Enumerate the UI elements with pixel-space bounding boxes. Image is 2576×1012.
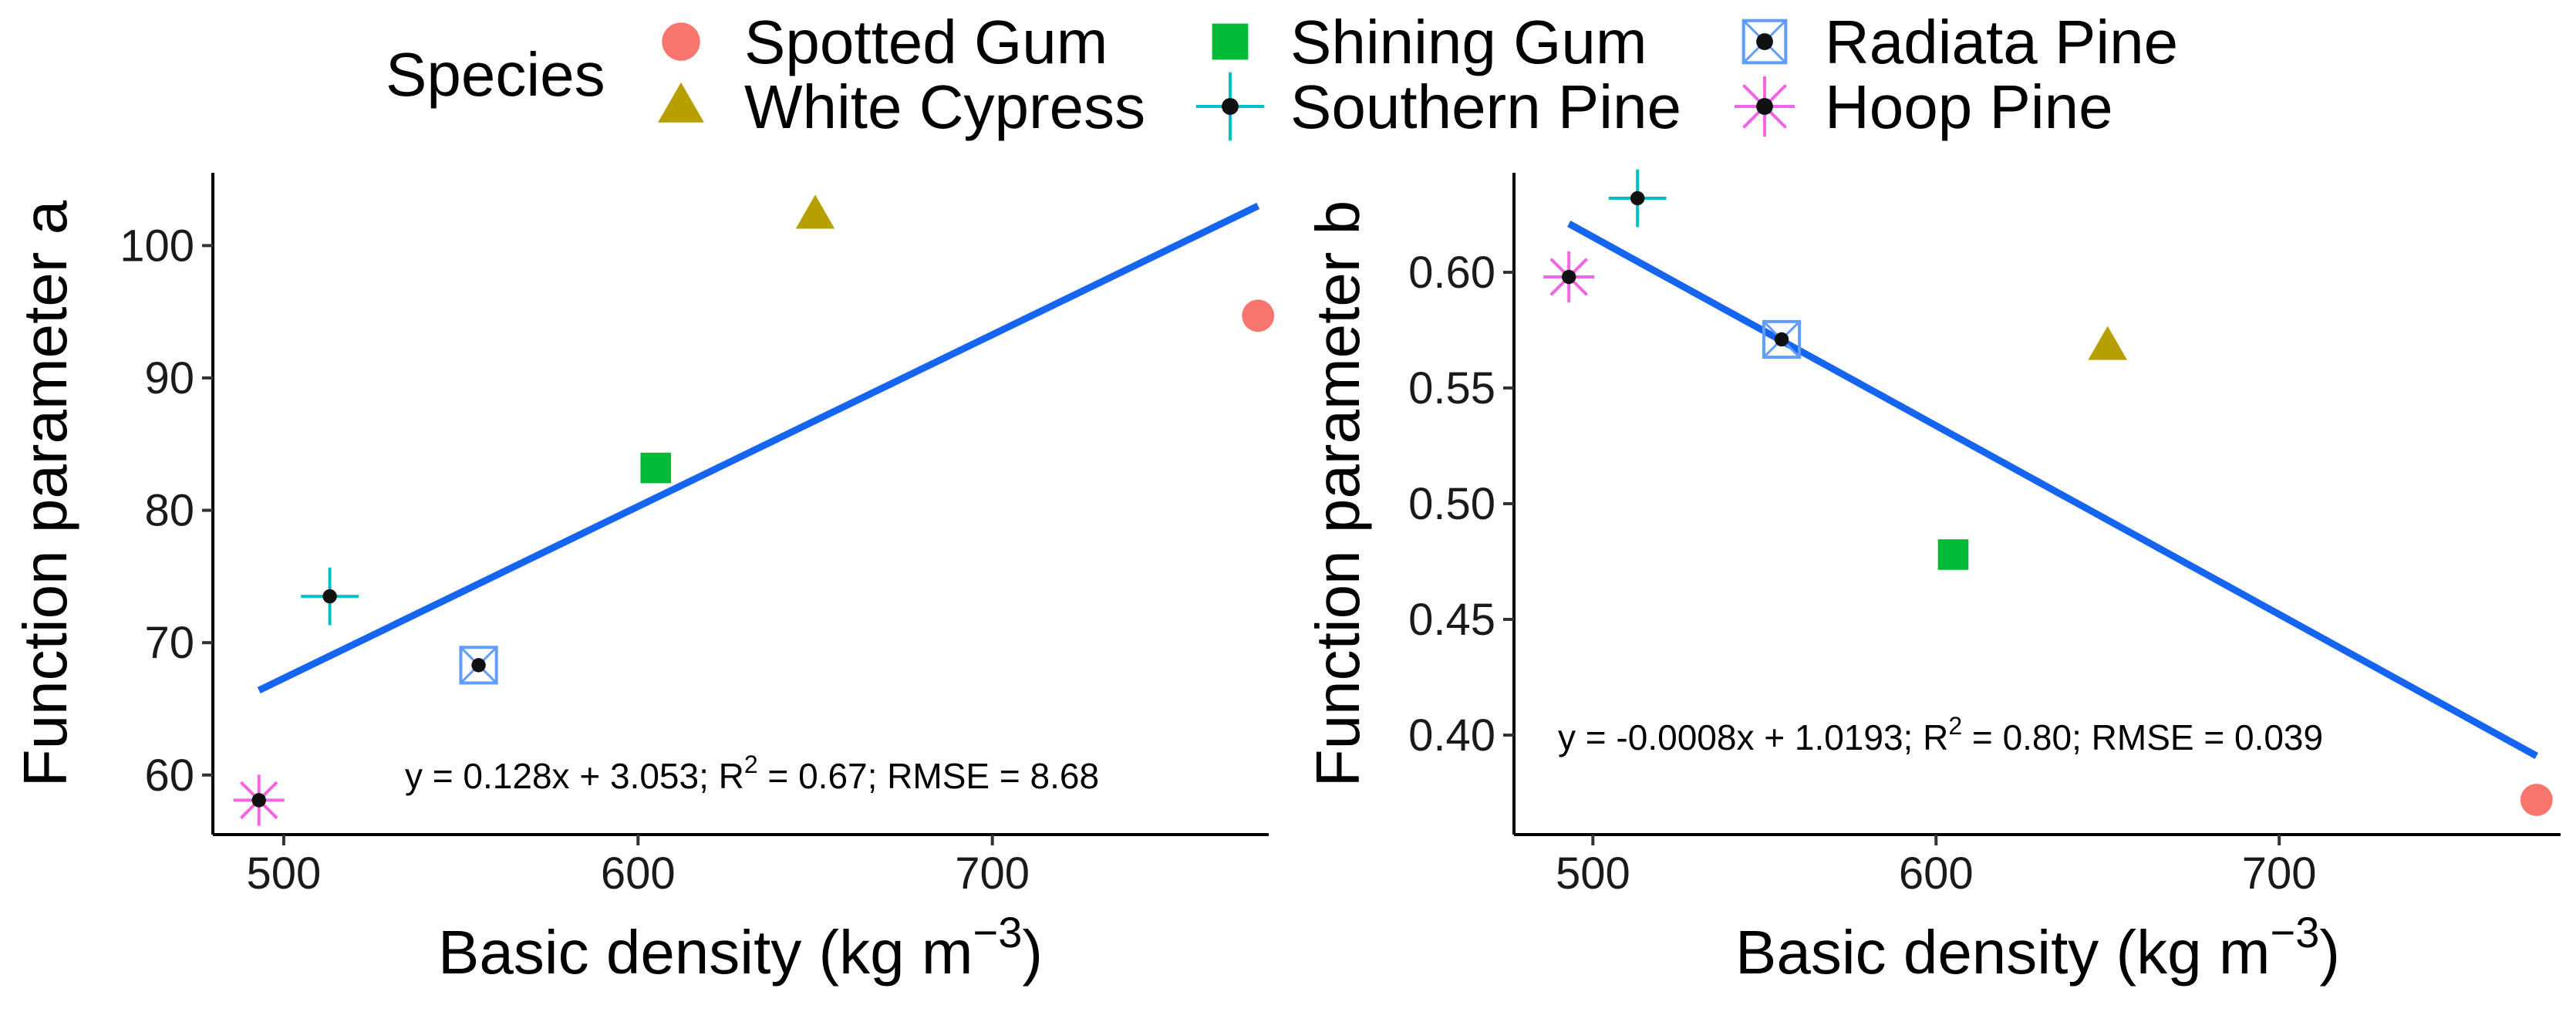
y-tick-label: 90 <box>144 353 194 403</box>
x-tick-label: 700 <box>955 848 1030 899</box>
legend-label-hoop-pine: Hoop Pine <box>1825 73 2113 141</box>
x-tick-label: 500 <box>246 848 321 899</box>
y-tick-label: 0.40 <box>1408 710 1495 761</box>
panel-right: 500 600 700 0.40 0.45 0.50 0.55 0.60 Basic densi… <box>1303 169 2561 987</box>
boxed-x-icon <box>1741 19 1788 65</box>
data-point-southern-pine <box>1608 169 1667 228</box>
data-point-radiata-pine <box>1762 319 1802 359</box>
triangle-icon <box>658 82 704 123</box>
asterisk-star-icon <box>1735 76 1795 137</box>
legend-title: Species <box>386 40 605 109</box>
legend-label-southern-pine: Southern Pine <box>1290 73 1681 141</box>
x-tick-label: 700 <box>2242 848 2317 899</box>
crosshair-dot-icon <box>1195 72 1265 141</box>
x-tick-label: 600 <box>1899 848 1974 899</box>
legend-label-radiata-pine: Radiata Pine <box>1825 8 2178 76</box>
panel-left: 500 600 700 60 70 80 90 100 Basic density (kg m−… <box>11 173 1275 987</box>
x-tick-label: 600 <box>601 848 676 899</box>
square-icon <box>1212 23 1249 60</box>
circle-icon <box>662 22 700 61</box>
x-tick-label: 500 <box>1556 848 1630 899</box>
data-point-shining-gum <box>1937 539 1969 570</box>
legend-label-white-cypress: White Cypress <box>744 73 1145 141</box>
y-tick-label: 0.55 <box>1408 363 1495 413</box>
y-tick-label: 70 <box>144 618 194 668</box>
data-point-hoop-pine <box>233 774 285 826</box>
y-axis-label: Function parameter a <box>11 200 79 787</box>
y-tick-label: 0.60 <box>1408 248 1495 298</box>
regression-line <box>1567 221 2539 759</box>
data-point-radiata-pine <box>459 646 498 685</box>
x-axis-label: Basic density (kg m−3) <box>438 908 1043 987</box>
data-point-southern-pine <box>301 567 359 626</box>
data-point-hoop-pine <box>1543 251 1595 302</box>
x-axis-label: Basic density (kg m−3) <box>1735 908 2340 987</box>
data-point-shining-gum <box>640 452 672 484</box>
legend-label-spotted-gum: Spotted Gum <box>744 8 1108 76</box>
y-tick-label: 0.50 <box>1408 479 1495 529</box>
y-tick-label: 80 <box>144 486 194 536</box>
data-point-white-cypress <box>2088 326 2128 360</box>
regression-equation: y = 0.128x + 3.053; R2 = 0.67; RMSE = 8.… <box>405 751 1099 796</box>
data-point-spotted-gum <box>1242 299 1275 332</box>
regression-equation: y = -0.0008x + 1.0193; R2 = 0.80; RMSE =… <box>1558 712 2323 757</box>
y-axis-label: Function parameter b <box>1303 201 1372 787</box>
y-tick-label: 60 <box>144 751 194 801</box>
y-tick-label: 0.45 <box>1408 595 1495 645</box>
y-tick-label: 100 <box>120 221 194 271</box>
data-point-white-cypress <box>795 194 835 229</box>
legend-label-shining-gum: Shining Gum <box>1290 8 1647 76</box>
regression-line <box>257 202 1260 694</box>
data-point-spotted-gum <box>2520 784 2553 816</box>
